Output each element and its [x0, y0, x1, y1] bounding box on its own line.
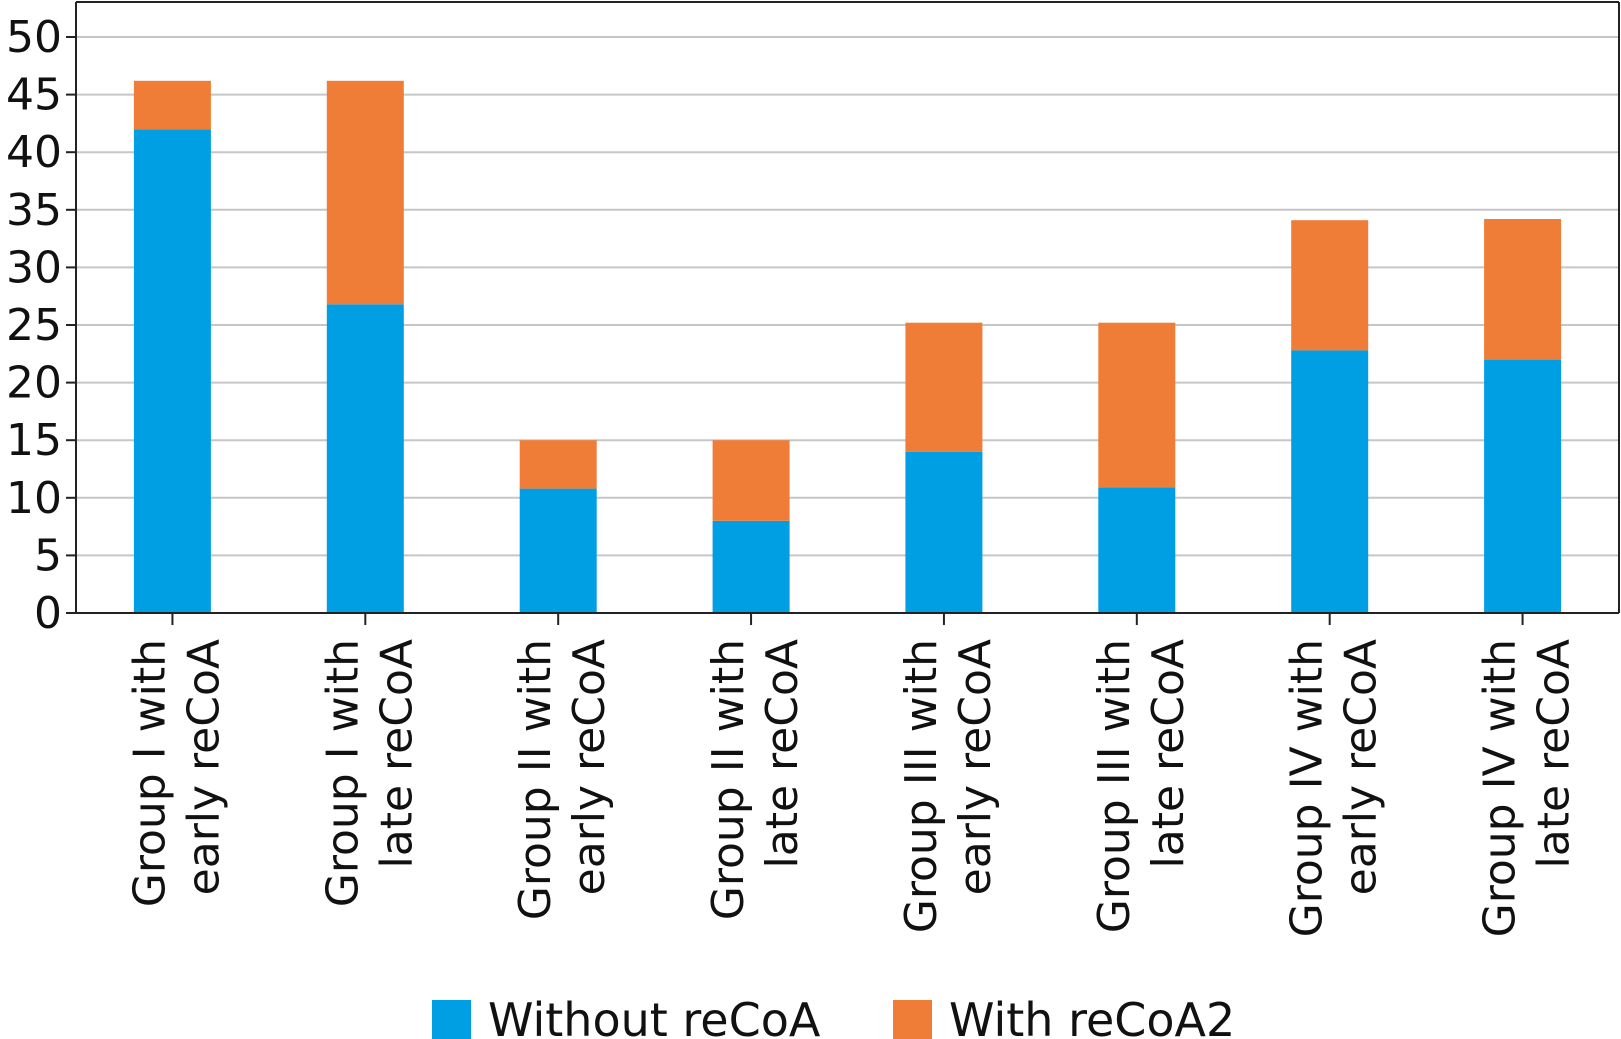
y-tick-label: 20 — [6, 358, 62, 409]
x-axis-category-labels: Group I with early reCoA Group I with late … — [124, 639, 1579, 937]
bar-segment-without-recoa — [905, 451, 983, 613]
y-tick-label: 25 — [6, 300, 62, 351]
category-label-line: late reCoA — [1529, 639, 1580, 868]
y-tick-label: 10 — [6, 473, 62, 524]
bar-segment-with-recoa2 — [712, 440, 790, 521]
category-label-line: Group I with — [124, 639, 175, 907]
category-label: Group III with late reCoA — [1089, 639, 1194, 933]
bar-segment-with-recoa2 — [1291, 220, 1369, 351]
gridlines — [76, 36, 1619, 557]
bar-segment-with-recoa2 — [1098, 322, 1176, 488]
category-label-line: early reCoA — [1336, 639, 1387, 895]
category-label: Group I with early reCoA — [124, 639, 229, 907]
bar-segment-without-recoa — [133, 129, 211, 613]
bar-segment-with-recoa2 — [519, 440, 597, 489]
category-label-line: late reCoA — [1143, 639, 1194, 868]
bar-segment-without-recoa — [326, 304, 404, 613]
category-label-line: early reCoA — [950, 639, 1001, 895]
category-label-line: late reCoA — [757, 639, 808, 868]
bars — [133, 80, 1562, 613]
category-label-line: Group II with — [510, 639, 561, 920]
y-axis-tick-labels: 0 5 10 15 20 25 30 35 40 45 50 — [6, 12, 62, 639]
y-tick-label: 0 — [34, 588, 62, 639]
category-label-line: Group III with — [1089, 639, 1140, 933]
category-label: Group III with early reCoA — [896, 639, 1001, 933]
y-tick-label: 15 — [6, 415, 62, 466]
category-label: Group II with early reCoA — [510, 639, 615, 920]
category-label-line: Group III with — [896, 639, 947, 933]
category-label: Group IV with early reCoA — [1282, 639, 1387, 937]
bar-segment-with-recoa2 — [133, 80, 211, 130]
bar-segment-without-recoa — [1484, 359, 1562, 613]
axes — [66, 1, 1620, 625]
legend-swatch — [432, 1000, 471, 1039]
bar-segment-with-recoa2 — [1484, 219, 1562, 360]
y-tick-label: 40 — [6, 127, 62, 178]
legend-label: Without reCoA — [488, 993, 821, 1039]
y-tick-label: 35 — [6, 185, 62, 236]
category-label-line: Group IV with — [1475, 639, 1526, 937]
bar-segment-without-recoa — [712, 520, 790, 613]
category-label-line: Group IV with — [1282, 639, 1333, 937]
category-label-line: early reCoA — [178, 639, 229, 895]
y-tick-label: 45 — [6, 70, 62, 121]
bar-segment-with-recoa2 — [905, 322, 983, 452]
bar-segment-without-recoa — [1098, 487, 1176, 613]
category-label-line: early reCoA — [564, 639, 615, 895]
y-tick-label: 5 — [34, 530, 62, 581]
y-tick-label: 50 — [6, 12, 62, 63]
category-label-line: late reCoA — [371, 639, 422, 868]
legend: Without reCoA With reCoA2 — [432, 993, 1235, 1039]
category-label: Group IV with late reCoA — [1475, 639, 1580, 937]
bar-segment-without-recoa — [1291, 350, 1369, 613]
bar-segment-without-recoa — [519, 488, 597, 613]
category-label-line: Group I with — [317, 639, 368, 907]
category-label: Group II with late reCoA — [703, 639, 808, 920]
legend-label: With reCoA2 — [949, 993, 1235, 1039]
y-tick-label: 30 — [6, 242, 62, 293]
legend-swatch — [893, 1000, 932, 1039]
category-label-line: Group II with — [703, 639, 754, 920]
category-label: Group I with late reCoA — [317, 639, 422, 907]
bar-segment-with-recoa2 — [326, 80, 404, 305]
